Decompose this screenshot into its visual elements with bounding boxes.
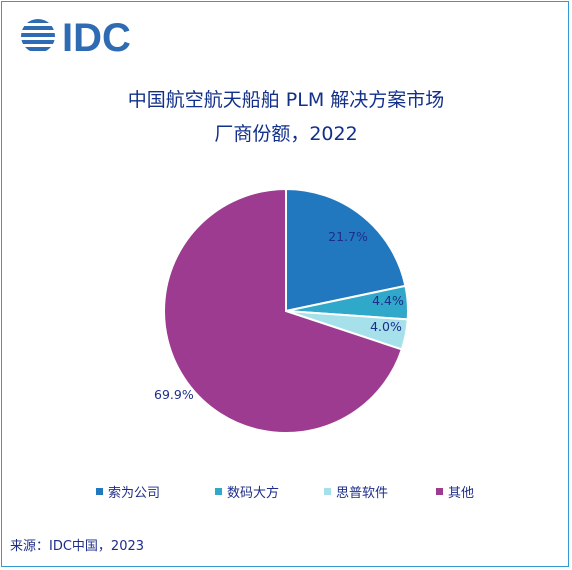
legend-item-1: 索为公司 xyxy=(96,482,160,501)
source-note: 来源：IDC中国，2023 xyxy=(10,539,145,554)
pie-slice-4 xyxy=(163,187,404,434)
data-label-1: 21.7% xyxy=(328,229,368,244)
legend-swatch-1 xyxy=(96,488,103,495)
globe-icon xyxy=(21,19,55,51)
data-label-3: 4.0% xyxy=(370,319,402,334)
legend-item-2: 数码大方 xyxy=(215,482,279,501)
data-label-2: 4.4% xyxy=(372,293,404,308)
legend-label-1: 索为公司 xyxy=(108,486,161,501)
legend-item-3: 思普软件 xyxy=(324,482,388,501)
legend-swatch-4 xyxy=(436,488,443,495)
legend-label-4: 其他 xyxy=(448,486,475,501)
idc-logo: IDC xyxy=(21,16,131,58)
legend-label-2: 数码大方 xyxy=(227,486,280,501)
data-label-4: 69.9% xyxy=(154,387,194,402)
legend: 索为公司 数码大方 思普软件 其他 xyxy=(0,482,572,502)
chart-title-line1: 中国航空航天船舶 PLM 解决方案市场 xyxy=(127,89,445,111)
legend-item-4: 其他 xyxy=(436,482,474,501)
svg-text:IDC: IDC xyxy=(62,16,131,58)
legend-label-3: 思普软件 xyxy=(336,486,389,501)
pie-slice-1 xyxy=(285,187,407,313)
legend-swatch-2 xyxy=(215,488,222,495)
chart-title-line2: 厂商份额，2022 xyxy=(214,123,358,145)
legend-swatch-3 xyxy=(324,488,331,495)
